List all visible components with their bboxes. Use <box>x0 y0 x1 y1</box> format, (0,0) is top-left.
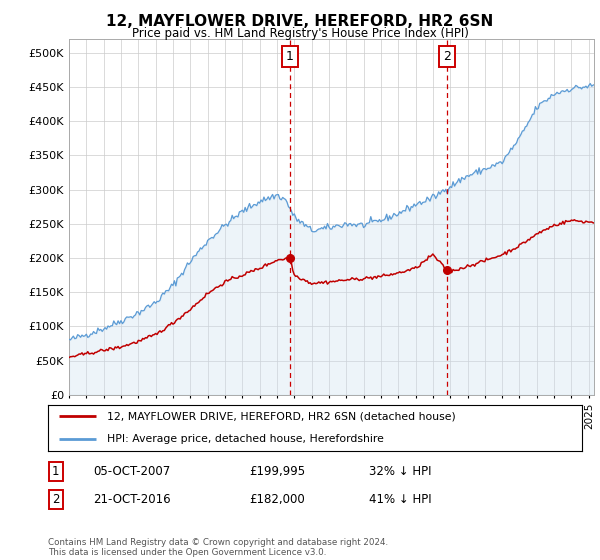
Text: 05-OCT-2007: 05-OCT-2007 <box>93 465 170 478</box>
Text: Contains HM Land Registry data © Crown copyright and database right 2024.
This d: Contains HM Land Registry data © Crown c… <box>48 538 388 557</box>
Text: Price paid vs. HM Land Registry's House Price Index (HPI): Price paid vs. HM Land Registry's House … <box>131 27 469 40</box>
Text: 12, MAYFLOWER DRIVE, HEREFORD, HR2 6SN: 12, MAYFLOWER DRIVE, HEREFORD, HR2 6SN <box>106 14 494 29</box>
Text: 32% ↓ HPI: 32% ↓ HPI <box>369 465 431 478</box>
Text: 21-OCT-2016: 21-OCT-2016 <box>93 493 170 506</box>
Text: 12, MAYFLOWER DRIVE, HEREFORD, HR2 6SN (detached house): 12, MAYFLOWER DRIVE, HEREFORD, HR2 6SN (… <box>107 412 455 421</box>
Text: 2: 2 <box>52 493 59 506</box>
Text: 1: 1 <box>52 465 59 478</box>
Text: £182,000: £182,000 <box>249 493 305 506</box>
Text: 41% ↓ HPI: 41% ↓ HPI <box>369 493 431 506</box>
Text: 1: 1 <box>286 50 294 63</box>
Text: £199,995: £199,995 <box>249 465 305 478</box>
Text: HPI: Average price, detached house, Herefordshire: HPI: Average price, detached house, Here… <box>107 435 383 444</box>
Text: 2: 2 <box>443 50 451 63</box>
